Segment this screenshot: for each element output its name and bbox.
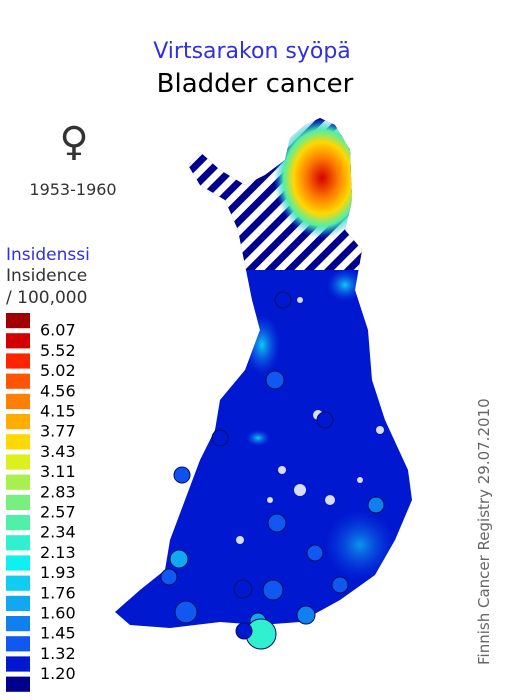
sex-symbol: ♀ — [59, 119, 88, 165]
legend-swatch — [6, 494, 30, 510]
legend-swatch — [6, 555, 30, 571]
legend-label: 1.60 — [40, 604, 76, 623]
legend-swatch — [6, 474, 30, 490]
legend-label: 2.83 — [40, 482, 76, 501]
credit: Finnish Cancer Registry 29.07.2010 — [475, 398, 493, 665]
legend-swatch — [6, 575, 30, 591]
legend-swatch — [6, 656, 30, 672]
legend-swatch — [6, 515, 30, 531]
legend-label: 2.34 — [40, 523, 76, 542]
legend-label: 1.76 — [40, 583, 76, 602]
legend-swatch — [6, 393, 30, 409]
title-en: Bladder cancer — [157, 69, 354, 99]
legend-swatch — [6, 636, 30, 652]
period: 1953-1960 — [29, 180, 116, 199]
legend-label: 4.56 — [40, 381, 76, 400]
legend-label: 1.45 — [40, 624, 76, 643]
legend-swatch — [6, 313, 30, 329]
legend-swatch — [6, 595, 30, 611]
legend-label: 2.13 — [40, 543, 76, 562]
title-fi: Virtsarakon syöpä — [153, 39, 351, 64]
legend-swatch — [6, 373, 30, 389]
legend-label: 3.43 — [40, 442, 76, 461]
legend-title-en: Insidence — [6, 266, 87, 286]
legend-label: 1.32 — [40, 644, 76, 663]
legend-swatch — [6, 353, 30, 369]
legend-label: 1.93 — [40, 563, 76, 582]
region-markers — [160, 291, 385, 650]
legend: 6.075.525.024.56 4.153.773.433.112.83 2.57… — [6, 313, 76, 692]
legend-swatch — [6, 434, 30, 450]
legend-label: 5.52 — [40, 341, 76, 360]
legend-swatch — [6, 414, 30, 430]
legend-swatch — [6, 616, 30, 632]
legend-label: 3.11 — [40, 462, 76, 481]
legend-swatch — [6, 333, 30, 349]
legend-label: 6.07 — [40, 321, 76, 340]
legend-label: 5.02 — [40, 361, 76, 380]
legend-label: 1.20 — [40, 664, 76, 683]
legend-title-fi: Insidenssi — [6, 245, 90, 265]
legend-swatch — [6, 454, 30, 470]
map-area — [115, 118, 412, 628]
legend-label: 3.77 — [40, 422, 76, 441]
legend-swatch — [6, 676, 30, 692]
legend-swatch — [6, 535, 30, 551]
legend-label: 4.15 — [40, 402, 76, 421]
legend-unit: / 100,000 — [6, 288, 87, 308]
legend-label: 2.57 — [40, 503, 76, 522]
